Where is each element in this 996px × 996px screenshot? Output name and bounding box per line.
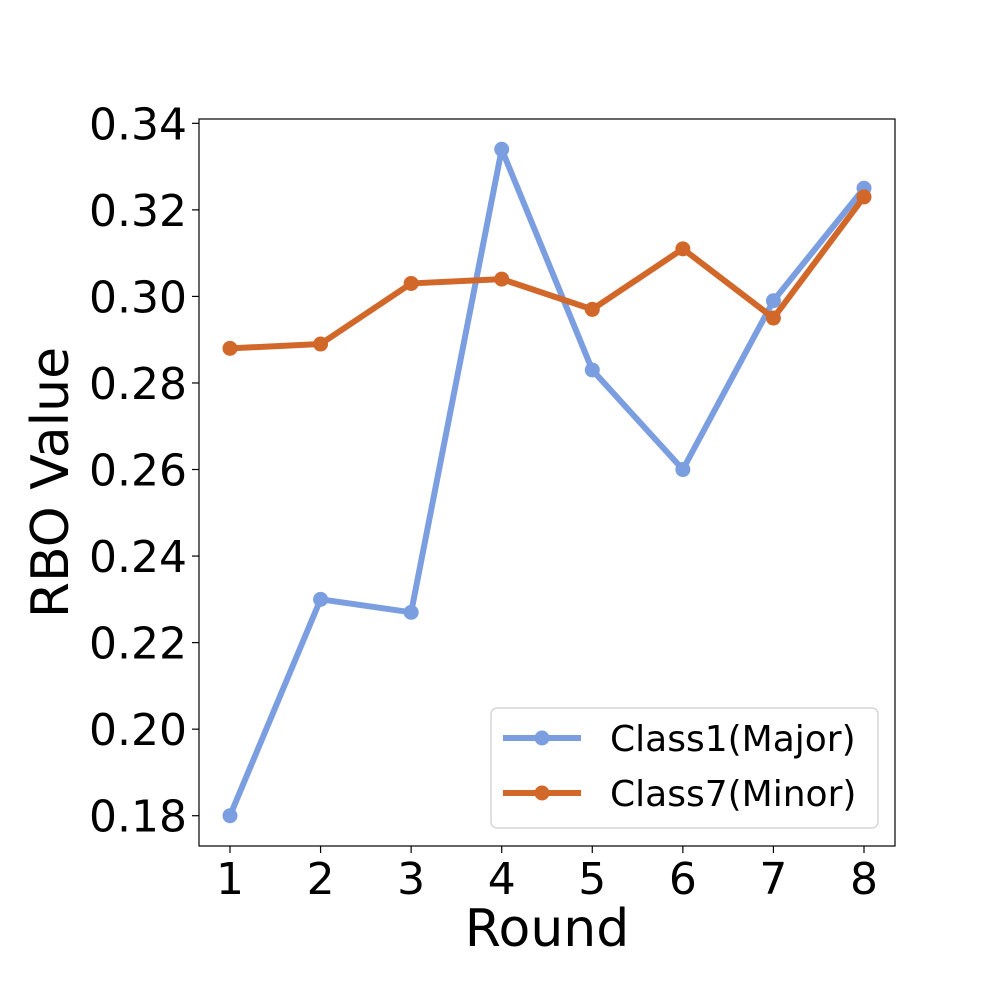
series-line — [227, 146, 867, 819]
data-point — [584, 362, 600, 378]
y-tick-label: 0.18 — [89, 792, 187, 843]
x-tick-label: 5 — [578, 854, 606, 905]
y-tick-label: 0.28 — [89, 359, 187, 410]
series-1 — [222, 141, 872, 824]
data-point — [675, 241, 691, 257]
legend: Class1(Major) Class7(Minor) — [490, 707, 879, 829]
y-tick-label: 0.30 — [89, 272, 187, 323]
legend-item: Class1(Major) — [503, 719, 856, 760]
legend-item: Class7(Minor) — [503, 774, 856, 815]
y-tick-label: 0.24 — [89, 532, 187, 583]
series-2 — [222, 189, 872, 356]
data-point — [222, 808, 238, 824]
legend-swatch-marker — [534, 730, 550, 746]
y-axis-title: RBO Value — [21, 347, 81, 618]
x-tick-label: 4 — [488, 854, 516, 905]
data-point — [494, 271, 510, 287]
data-point — [765, 293, 781, 309]
data-point — [584, 301, 600, 317]
plot-frame — [198, 118, 896, 847]
legend-swatch-marker — [534, 785, 550, 801]
legend-box — [490, 707, 879, 829]
x-tick-label: 8 — [850, 854, 878, 905]
x-tick-label: 2 — [307, 854, 335, 905]
data-point — [313, 336, 329, 352]
data-point — [765, 310, 781, 326]
y-tick-label: 0.32 — [89, 186, 187, 237]
x-tick-label: 3 — [397, 854, 425, 905]
legend-label: Class1(Major) — [610, 719, 856, 760]
y-tick-label: 0.20 — [89, 705, 187, 756]
y-tick-label: 0.34 — [89, 99, 187, 150]
y-tick-label: 0.26 — [89, 446, 187, 497]
data-point — [856, 189, 872, 205]
data-point — [675, 462, 691, 478]
data-point — [222, 340, 238, 356]
x-tick-label: 1 — [216, 854, 244, 905]
x-tick-label: 7 — [759, 854, 787, 905]
x-axis-title: Round — [465, 899, 630, 959]
series-line — [227, 193, 867, 352]
data-point — [403, 604, 419, 620]
series-layer — [222, 141, 872, 824]
x-axis: 1 2 3 4 5 6 7 8 — [216, 846, 878, 905]
data-point — [313, 591, 329, 607]
data-point — [403, 275, 419, 291]
legend-label: Class7(Minor) — [610, 774, 856, 815]
y-axis: 0.18 0.20 0.22 0.24 0.26 0.28 0.30 0.32 0.34 — [89, 99, 199, 843]
y-tick-label: 0.22 — [89, 619, 187, 670]
x-tick-label: 6 — [669, 854, 697, 905]
data-point — [494, 141, 510, 157]
